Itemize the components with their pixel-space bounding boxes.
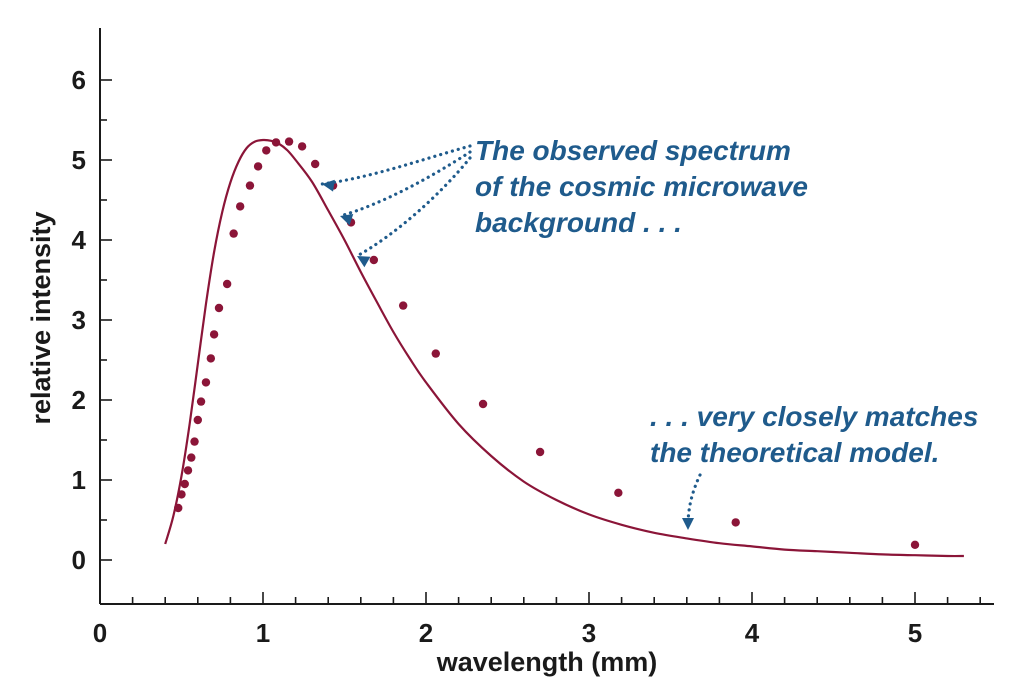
y-tick-label: 4 bbox=[72, 225, 87, 255]
arrow-head-icon bbox=[357, 256, 371, 268]
x-tick-label: 2 bbox=[419, 618, 433, 648]
annotation-observed-line-3: background . . . bbox=[475, 207, 682, 238]
data-point bbox=[262, 146, 271, 155]
y-tick-label: 0 bbox=[72, 545, 86, 575]
arrow-head-icon bbox=[322, 179, 335, 192]
data-point bbox=[478, 399, 488, 409]
axes bbox=[99, 28, 994, 605]
data-point bbox=[222, 279, 232, 289]
annotation-observed-line-1: The observed spectrum bbox=[475, 135, 791, 166]
annotation-arrows bbox=[320, 144, 702, 530]
data-point bbox=[253, 162, 263, 171]
data-point bbox=[235, 202, 245, 211]
tick-labels: 0 1 2 3 4 5 0 1 2 3 4 5 6 bbox=[72, 65, 923, 648]
data-point bbox=[910, 540, 920, 549]
data-point bbox=[180, 479, 189, 489]
data-point bbox=[209, 330, 219, 339]
data-point bbox=[214, 303, 224, 313]
y-tick-label: 2 bbox=[72, 385, 86, 415]
data-point bbox=[297, 142, 307, 151]
y-axis-title: relative intensity bbox=[26, 211, 56, 424]
y-tick-label: 5 bbox=[72, 145, 86, 175]
y-tick-label: 6 bbox=[72, 65, 86, 95]
x-tick-label: 0 bbox=[93, 618, 107, 648]
data-point bbox=[177, 490, 186, 499]
data-point bbox=[614, 488, 623, 497]
observed-points bbox=[174, 137, 920, 549]
data-point bbox=[271, 138, 281, 147]
data-point bbox=[284, 137, 294, 146]
x-tick-label: 5 bbox=[908, 618, 922, 648]
data-point bbox=[731, 518, 740, 527]
data-point bbox=[310, 159, 320, 169]
data-point bbox=[369, 255, 379, 265]
data-point bbox=[206, 354, 216, 363]
annotation-arrow bbox=[320, 144, 472, 186]
data-point bbox=[190, 437, 199, 446]
arrow-head-icon bbox=[340, 214, 354, 226]
annotation-observed: The observed spectrum of the cosmic micr… bbox=[475, 135, 808, 238]
x-tick-label: 3 bbox=[582, 618, 596, 648]
theoretical-curve bbox=[164, 138, 964, 558]
data-point bbox=[196, 397, 206, 406]
data-point bbox=[398, 301, 408, 310]
data-point bbox=[229, 229, 238, 238]
data-point bbox=[245, 181, 255, 190]
annotation-model: . . . very closely matches the theoretic… bbox=[650, 401, 978, 468]
data-point bbox=[183, 466, 193, 475]
data-point bbox=[187, 453, 196, 462]
annotation-arrow bbox=[338, 150, 472, 218]
data-point bbox=[201, 378, 211, 387]
ticks bbox=[99, 79, 982, 604]
x-tick-label: 4 bbox=[745, 618, 760, 648]
annotation-observed-line-2: of the cosmic microwave bbox=[475, 171, 808, 202]
annotation-arrow bbox=[355, 156, 472, 258]
arrow-head-icon bbox=[682, 518, 694, 530]
annotation-model-line-1: . . . very closely matches bbox=[650, 401, 978, 432]
x-axis-title: wavelength (mm) bbox=[436, 647, 658, 677]
y-tick-label: 3 bbox=[72, 305, 86, 335]
y-tick-label: 1 bbox=[72, 465, 86, 495]
data-point bbox=[193, 415, 202, 425]
x-tick-label: 1 bbox=[256, 618, 270, 648]
data-point bbox=[535, 447, 545, 457]
annotation-model-line-2: the theoretical model. bbox=[650, 437, 939, 468]
data-point bbox=[431, 349, 440, 358]
data-point bbox=[174, 503, 183, 513]
